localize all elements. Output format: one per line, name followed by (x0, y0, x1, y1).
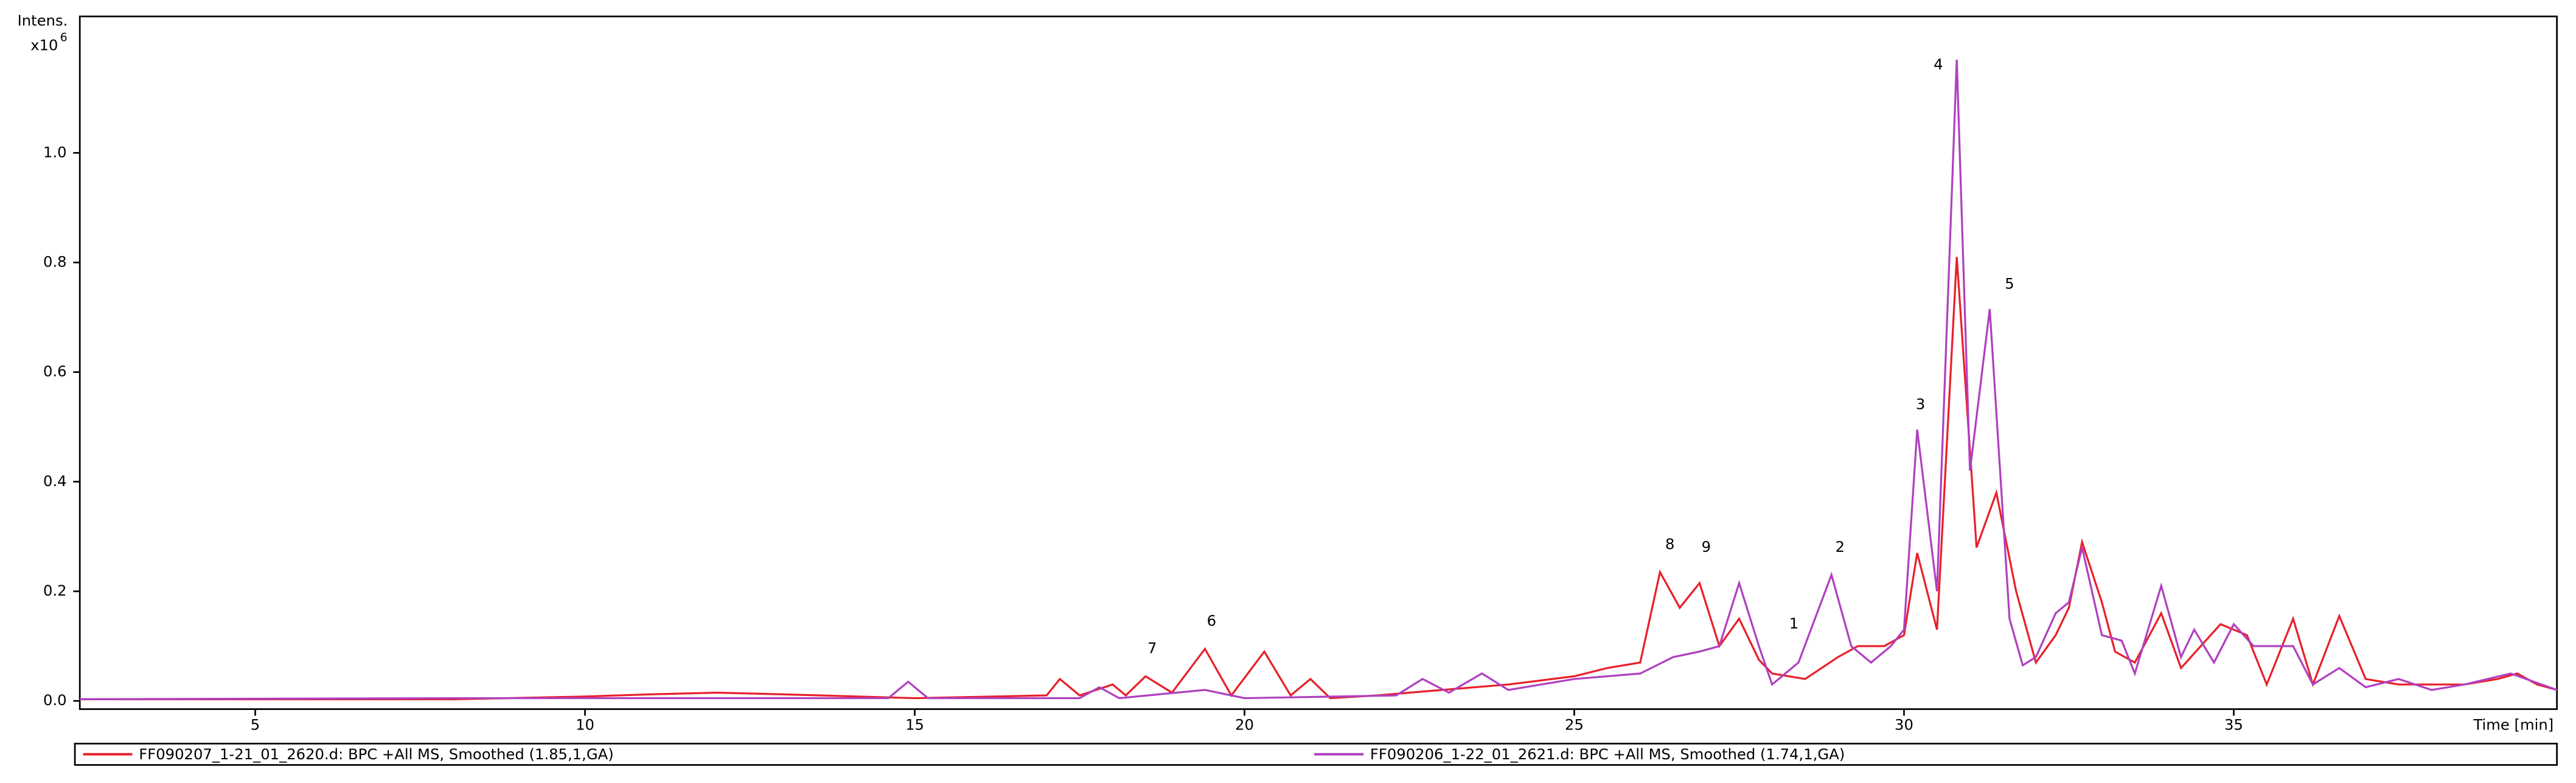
y-tick-label: 0.6 (43, 363, 67, 380)
x-tick-label: 25 (1565, 716, 1584, 734)
x-tick-label: 30 (1895, 716, 1913, 734)
legend-label: FF090206_1-22_01_2621.d: BPC +All MS, Sm… (1370, 745, 1845, 763)
y-tick-label: 0.8 (43, 252, 67, 270)
peak-label: 2 (1836, 538, 1845, 555)
y-axis-unit: x10 (30, 37, 58, 54)
y-axis-unit-exponent: 6 (60, 31, 68, 44)
series-line (80, 60, 2558, 700)
peak-label: 1 (1789, 614, 1798, 632)
x-tick-label: 10 (576, 716, 594, 734)
x-tick-label: 15 (905, 716, 924, 734)
x-axis-label: Time [min] (2473, 716, 2553, 734)
peak-label: 5 (2005, 274, 2014, 292)
peak-label: 4 (1934, 55, 1943, 73)
y-tick-label: 0.2 (43, 582, 67, 599)
y-tick-label: 0.4 (43, 472, 67, 490)
y-axis-label: Intens. (18, 12, 68, 29)
peak-label: 9 (1702, 538, 1711, 555)
x-tick-label: 35 (2224, 716, 2243, 734)
x-tick-label: 5 (251, 716, 260, 734)
peak-label: 3 (1916, 395, 1925, 413)
series-line (80, 257, 2558, 700)
legend-box (74, 742, 2558, 766)
y-tick-label: 1.0 (43, 143, 67, 161)
plot-frame (78, 15, 2558, 710)
x-tick-label: 20 (1235, 716, 1254, 734)
peak-label: 8 (1665, 535, 1674, 552)
legend-label: FF090207_1-21_01_2620.d: BPC +All MS, Sm… (139, 745, 613, 763)
y-tick-label: 0.0 (43, 691, 67, 709)
peak-label: 6 (1207, 611, 1216, 629)
peak-label: 7 (1147, 639, 1157, 656)
